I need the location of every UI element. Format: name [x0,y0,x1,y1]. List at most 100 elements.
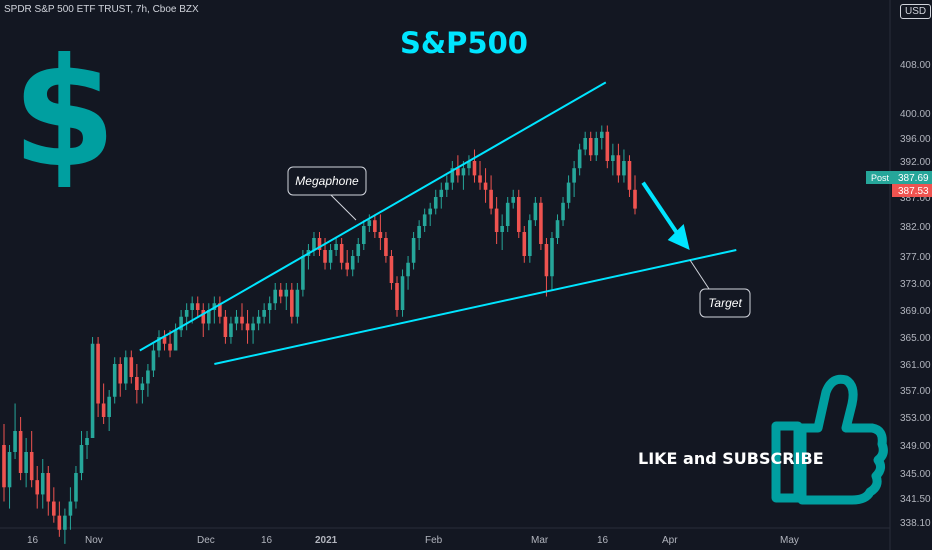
candle-body [483,182,488,190]
candle-body [140,383,145,390]
candle-body [168,343,172,351]
callout-target-label: Target [708,296,742,310]
candle-body [96,343,100,404]
candle-body [539,202,543,244]
candle-body [516,197,521,232]
candle-body [345,262,349,270]
candle-body [339,244,344,263]
candle-body [467,161,471,169]
x-tick-label: 16 [597,535,609,546]
candle-body [112,364,117,397]
candle-body [256,316,261,324]
price-label-last: 387.53 [898,186,929,197]
candle-body [262,310,266,317]
candle-body [90,343,95,438]
thumbs-up-icon [771,374,888,505]
candle-body [500,226,504,232]
trendline-upper[interactable] [139,81,607,352]
target-arrow-shaft[interactable] [641,181,684,242]
candle-body [74,473,78,502]
candle-body [373,220,377,232]
candle-body [146,370,150,384]
candle-body [445,182,449,190]
candle-body [195,303,200,310]
candle-body [234,316,239,324]
candle-body [522,232,527,256]
candle-body [439,189,444,197]
candle-body [24,452,28,473]
x-tick-label: 16 [261,535,273,546]
candle-body [633,189,637,209]
candle-body [2,445,6,488]
currency-badge[interactable]: USD [900,4,932,19]
candle-body [135,377,139,390]
candle-body [411,238,416,263]
candle-body [312,238,316,250]
post-label: Post [871,173,890,183]
callout-megaphone-box[interactable] [287,166,367,196]
y-tick-label: 345.00 [900,469,931,480]
candle-body [179,316,183,331]
candle-body [428,208,433,215]
candle-body [395,283,399,310]
candle-body [478,175,482,183]
x-tick-label: 2021 [315,535,338,546]
y-tick-label: 373.00 [900,279,931,290]
candle-body [190,303,194,310]
candle-body [184,310,189,317]
candle-body [295,289,300,317]
x-tick-label: Dec [197,535,215,546]
candle-body [577,149,582,169]
candle-body [35,480,40,495]
candle-body [472,161,477,176]
candle-body [85,438,89,445]
candle-body [461,168,466,176]
candle-body [157,337,161,351]
callout-target-box[interactable] [699,288,751,318]
candle-body [533,202,538,221]
candle-body [406,262,410,277]
candle-body [489,189,493,209]
trendline-lower[interactable] [214,249,737,365]
candle-body [583,138,587,150]
candle-body [301,256,305,290]
candle-body [456,168,460,176]
dollar-sign-icon: $ [12,27,116,201]
y-tick-label: 408.00 [900,60,931,71]
candle-body [555,220,560,238]
candle-body [245,323,250,331]
price-label-bg-post [892,171,932,184]
candle-body [384,238,388,256]
x-tick-label: Feb [425,535,443,546]
candle-body [588,138,593,156]
candle-body [433,197,438,209]
candle-body [7,452,12,488]
candle-body [616,155,621,176]
candle-body [57,515,62,530]
x-tick-label: Mar [531,535,549,546]
candle-body [572,168,576,183]
candle-body [101,403,106,417]
y-tick-label: 396.00 [900,134,931,145]
y-tick-label: 377.00 [900,252,931,263]
candle-body [627,161,632,190]
candle-body [223,316,228,337]
candle-body [201,310,206,324]
callout-megaphone-label: Megaphone [295,174,359,188]
y-tick-label: 357.00 [900,386,931,397]
chart-title: S&P500 [400,26,528,60]
x-tick-label: Apr [662,535,678,546]
candle-body [284,289,289,297]
candle-body [389,256,394,283]
candle-body [267,303,272,310]
candle-body [622,161,626,176]
candle-body [40,473,45,495]
x-tick-label: Nov [85,535,103,546]
candle-body [561,202,565,221]
candle-body [317,238,322,250]
y-tick-label: 361.00 [900,360,931,371]
candle-body [151,350,156,371]
candle-body [599,131,604,138]
